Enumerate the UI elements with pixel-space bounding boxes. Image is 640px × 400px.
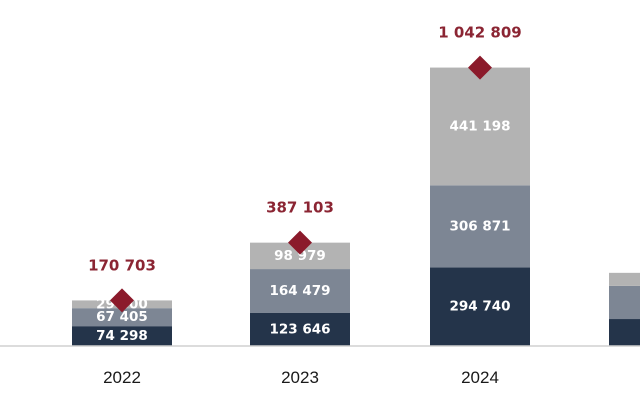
bar-segment-2024-s0 [430,267,530,346]
segment-value-label: 306 871 [449,218,510,234]
segment-value-label: 98 979 [274,248,326,264]
bar-segment-I по-s0 [609,319,640,346]
x-tick-label: 2022 [103,368,141,387]
total-marker-2022 [110,288,134,313]
total-value-label: 170 703 [88,256,156,274]
total-value-label: 387 103 [266,199,334,217]
segment-value-label: 441 198 [449,118,510,134]
x-tick-layer: 202220232024I по [103,368,499,387]
bar-segment-2022-s0 [72,326,172,346]
total-value-label: 1 042 809 [438,24,522,42]
bar-segment-I по-s2 [609,272,640,286]
total-marker-2024 [468,55,492,80]
total-marker-2023 [288,230,312,255]
segment-value-label: 294 740 [449,299,510,315]
bar-segment-2022-s1 [72,308,172,327]
bar-segment-2024-s2 [430,67,530,186]
segment-value-label: 74 298 [96,328,148,344]
segment-value-label: 67 405 [96,309,148,325]
segment-value-label: 123 646 [269,321,330,337]
segment-value-label: 164 479 [269,283,330,299]
bar-segment-2023-s0 [250,312,350,346]
x-tick-label: 2024 [461,368,499,387]
bar-segment-2023-s1 [250,269,350,313]
x-tick-label: 2023 [281,368,319,387]
bar-segment-2024-s1 [430,185,530,268]
bar-segment-I по-s1 [609,285,640,320]
